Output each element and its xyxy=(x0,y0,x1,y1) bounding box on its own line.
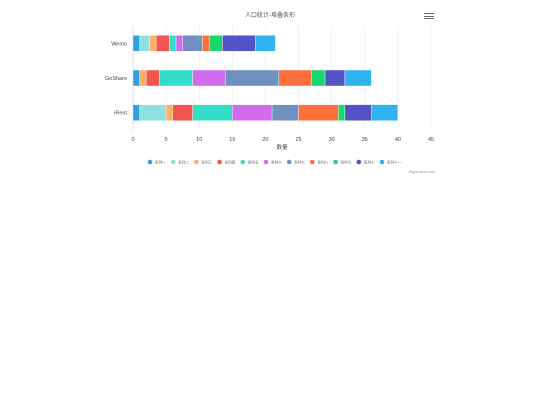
bar-segment[interactable] xyxy=(344,69,372,87)
bar-segment[interactable] xyxy=(175,35,183,52)
bar-segment[interactable] xyxy=(149,35,157,52)
bar-segment[interactable] xyxy=(208,35,223,52)
bar-segment[interactable] xyxy=(165,104,173,121)
legend-marker[interactable] xyxy=(170,159,176,165)
legend-label[interactable]: 系列七 xyxy=(294,159,305,164)
chart-menu-icon[interactable] xyxy=(423,12,435,22)
legend-label[interactable]: 系列六 xyxy=(271,159,282,164)
bar-segment[interactable] xyxy=(271,104,299,121)
legend-label[interactable]: 系列十一 xyxy=(387,159,402,164)
bar-segment[interactable] xyxy=(169,35,177,52)
x-tick-label: 10 xyxy=(196,137,202,143)
legend-marker[interactable] xyxy=(310,159,315,165)
bar-segment[interactable] xyxy=(225,69,279,87)
legend-label[interactable]: 系列五 xyxy=(248,159,259,164)
bar-segment[interactable] xyxy=(192,69,226,87)
bar-segment[interactable] xyxy=(344,104,372,121)
bar-segment[interactable] xyxy=(324,69,346,87)
legend-marker[interactable] xyxy=(263,159,269,165)
bar-segment[interactable] xyxy=(155,35,170,52)
bar-segment[interactable] xyxy=(132,104,140,121)
bar-segment[interactable] xyxy=(255,35,276,52)
legend-marker[interactable] xyxy=(333,159,338,165)
legend-marker[interactable] xyxy=(194,159,199,165)
bar-segment[interactable] xyxy=(146,69,160,87)
x-tick-label: 30 xyxy=(329,137,335,143)
bar-segment[interactable] xyxy=(132,69,140,87)
category-label: iRent xyxy=(114,111,127,117)
legend-label[interactable]: 系列一 xyxy=(155,159,166,164)
legend-label[interactable]: 系列四 xyxy=(225,159,236,164)
credits-link[interactable]: Highcharts.com xyxy=(409,170,435,174)
bar-segment[interactable] xyxy=(159,69,193,87)
legend-label[interactable]: 系列三 xyxy=(201,159,212,164)
legend-label[interactable]: 系列二 xyxy=(178,159,189,164)
legend-label[interactable]: 系列八 xyxy=(317,159,328,164)
bar-segment[interactable] xyxy=(298,104,339,121)
bar-segment[interactable] xyxy=(139,69,147,87)
bar-segment[interactable] xyxy=(139,35,150,52)
x-tick-label: 20 xyxy=(262,137,268,143)
bar-segment[interactable] xyxy=(232,104,273,121)
category-label: Wemo xyxy=(111,41,127,47)
bar-segment[interactable] xyxy=(338,104,346,121)
x-tick-label: 45 xyxy=(428,137,434,143)
category-label: GoShare xyxy=(105,76,127,82)
bar-segment[interactable] xyxy=(139,104,167,121)
legend-label[interactable]: 系列九 xyxy=(341,159,352,164)
x-axis-title: 数量 xyxy=(276,143,288,151)
bar-segment[interactable] xyxy=(172,104,193,121)
legend-marker[interactable] xyxy=(147,159,153,165)
x-tick-label: 25 xyxy=(295,137,301,143)
bar-segment[interactable] xyxy=(202,35,210,52)
legend-marker[interactable] xyxy=(286,159,292,165)
legend-marker[interactable] xyxy=(240,159,246,165)
bar-segment[interactable] xyxy=(222,35,256,52)
bar-segment[interactable] xyxy=(278,69,313,87)
x-tick-label: 0 xyxy=(131,137,134,143)
legend-marker[interactable] xyxy=(356,159,362,165)
x-tick-label: 5 xyxy=(165,137,168,143)
chart-title: 人口统计-堆叠条形 xyxy=(245,13,295,19)
bar-segment[interactable] xyxy=(132,35,140,52)
x-tick-label: 15 xyxy=(229,137,235,143)
bar-segment[interactable] xyxy=(371,104,399,121)
legend-label[interactable]: 系列十 xyxy=(364,159,375,164)
bar-segment[interactable] xyxy=(182,35,203,52)
bar-segment[interactable] xyxy=(311,69,326,87)
x-tick-label: 40 xyxy=(395,137,401,143)
legend-marker[interactable] xyxy=(217,159,222,165)
bar-segment[interactable] xyxy=(192,104,233,121)
legend-marker[interactable] xyxy=(379,159,385,165)
x-tick-label: 35 xyxy=(362,137,368,143)
